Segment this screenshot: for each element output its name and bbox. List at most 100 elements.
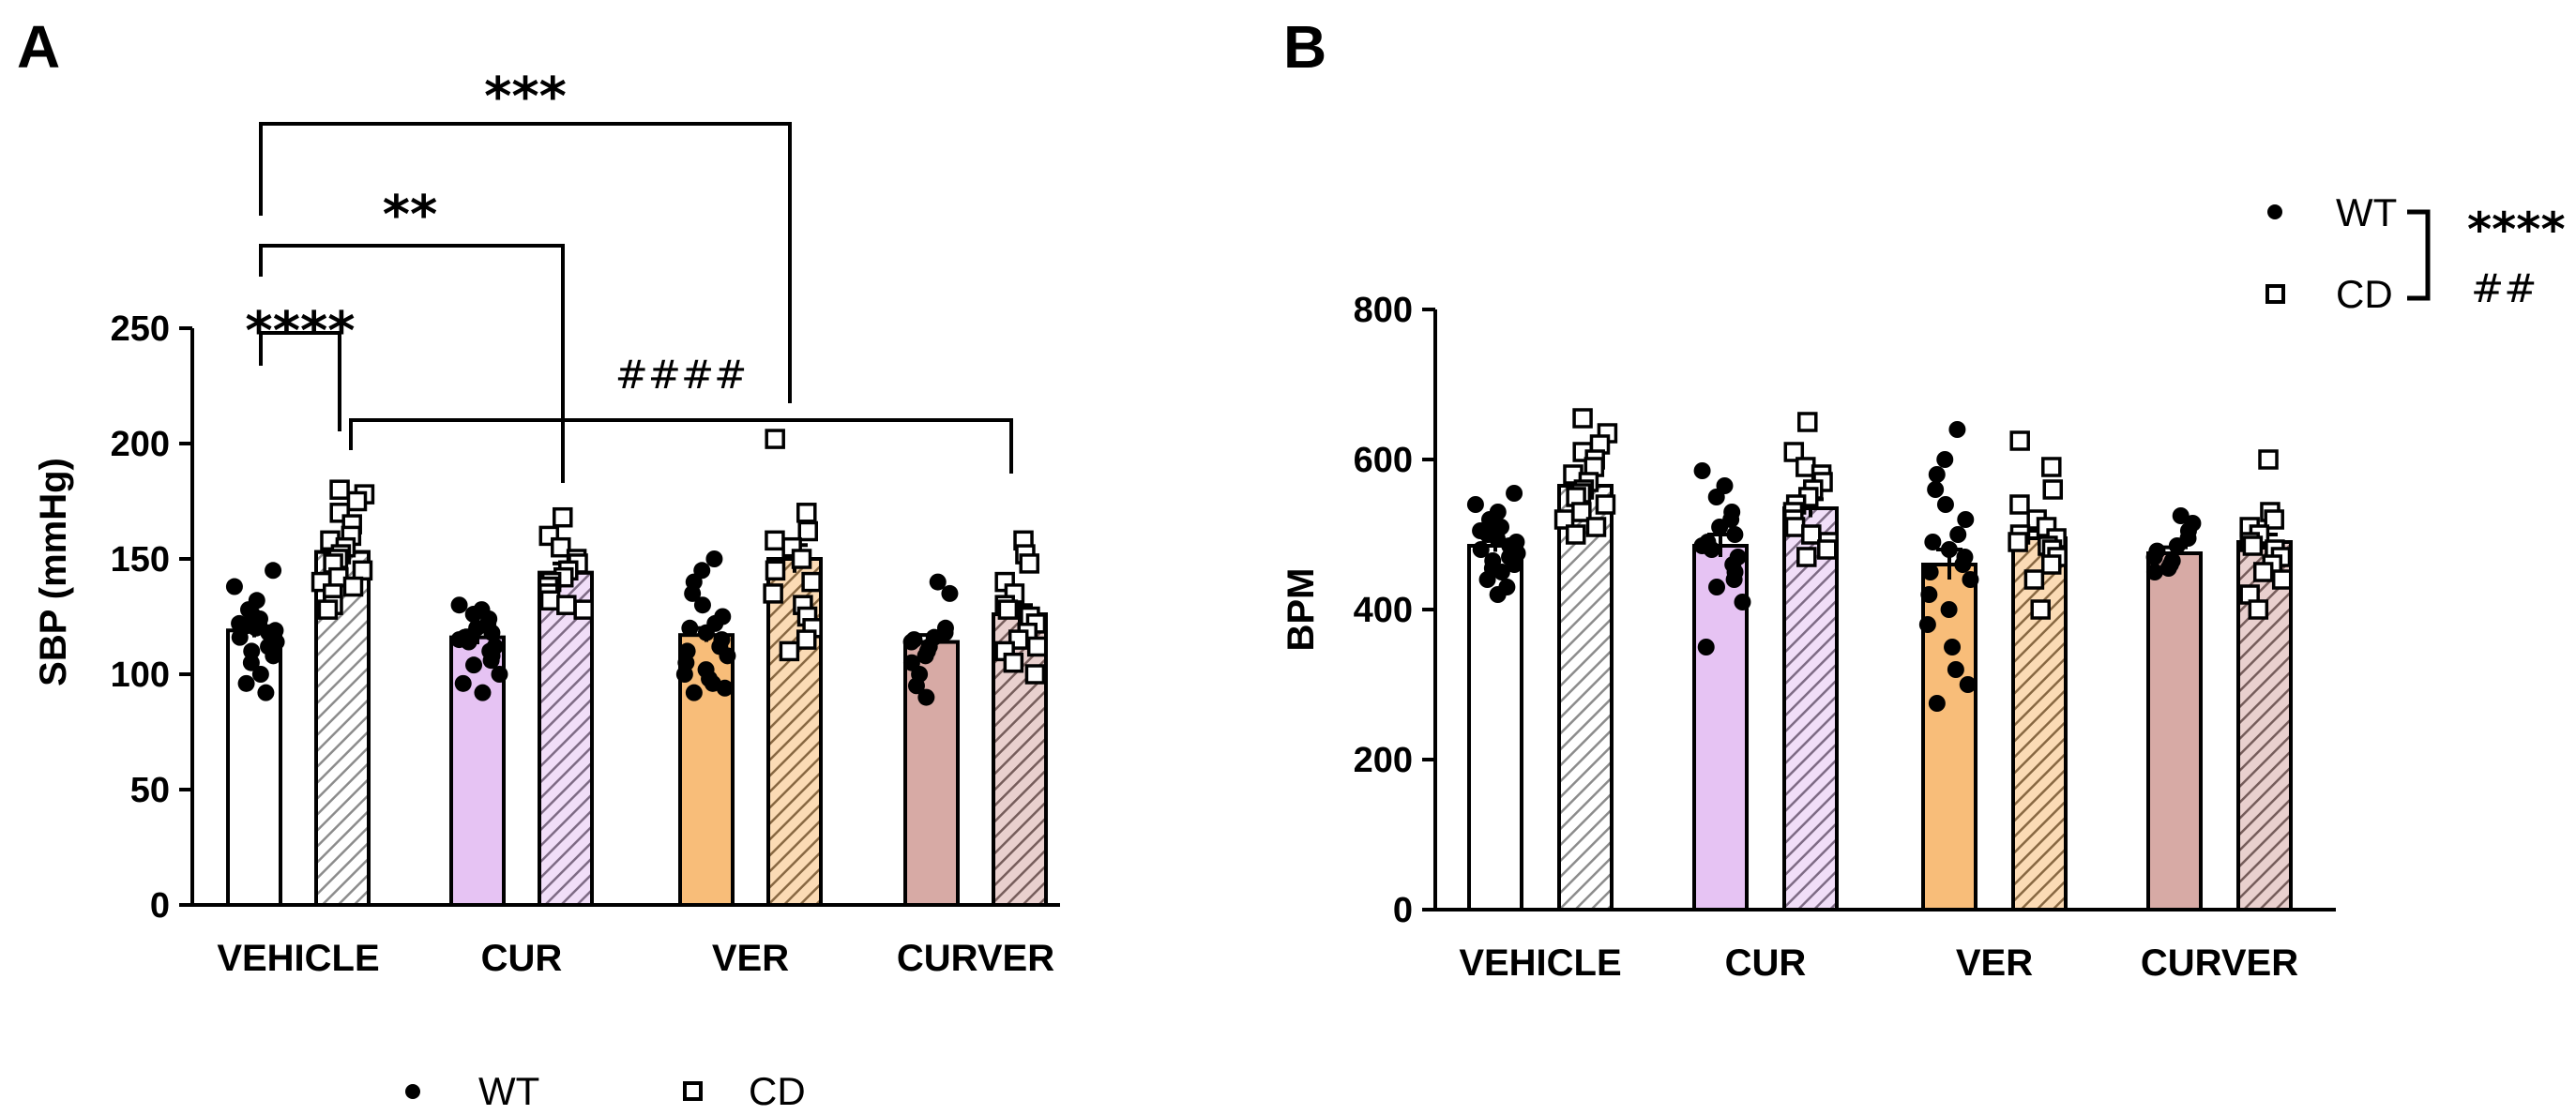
sig-vehicle-wt-vs-cur-cd: ** bbox=[383, 185, 438, 246]
panel-a-legend: WT CD bbox=[405, 1069, 806, 1113]
legend-bracket bbox=[2407, 209, 2431, 301]
data-point-cd bbox=[573, 599, 594, 620]
data-point-wt bbox=[265, 647, 282, 665]
data-point-wt bbox=[685, 684, 703, 701]
data-point-wt bbox=[1940, 541, 1958, 558]
y-tick-label: 400 bbox=[1354, 591, 1413, 630]
data-point-cd bbox=[997, 599, 1019, 620]
data-point-cd bbox=[791, 549, 812, 569]
data-point-cd bbox=[2008, 532, 2028, 552]
data-point-wt bbox=[1927, 481, 1945, 498]
data-point-wt bbox=[1928, 695, 1946, 712]
data-point-wt bbox=[1489, 586, 1507, 603]
data-point-wt bbox=[1920, 586, 1938, 603]
sig-vehicle-cd-vs-curver-cd: #### bbox=[615, 352, 748, 398]
data-point-cd bbox=[2042, 479, 2064, 500]
legend-wt-label: WT bbox=[478, 1069, 539, 1113]
data-point-wt bbox=[460, 633, 477, 651]
data-point-wt bbox=[1940, 601, 1958, 618]
sig-wt-vs-cd: **** bbox=[2467, 203, 2566, 257]
data-point-wt bbox=[1726, 526, 1744, 543]
data-point-wt bbox=[1493, 564, 1510, 580]
data-point-wt bbox=[697, 624, 715, 641]
y-tick-label: 100 bbox=[111, 655, 170, 695]
data-point-wt bbox=[941, 584, 959, 602]
data-point-cd bbox=[2041, 457, 2062, 477]
data-point-wt bbox=[1948, 421, 1966, 438]
data-point-wt bbox=[929, 573, 947, 591]
panel-a-significance: **** ** *** #### bbox=[245, 67, 1013, 483]
data-point-wt bbox=[2168, 537, 2186, 554]
data-point-wt bbox=[902, 633, 920, 651]
data-point-wt bbox=[454, 674, 472, 692]
data-point-wt bbox=[237, 674, 255, 692]
bar-vehicle-wt bbox=[1467, 544, 1523, 912]
data-point-cd bbox=[2023, 569, 2045, 590]
bracket-vehicle-wt-vs-cur-cd bbox=[259, 244, 565, 483]
data-point-cd bbox=[763, 583, 783, 604]
data-point-wt bbox=[1466, 496, 1484, 513]
data-point-wt bbox=[716, 679, 734, 697]
data-point-cd bbox=[342, 576, 364, 597]
data-point-cd bbox=[1797, 412, 1818, 432]
y-tick-label: 200 bbox=[111, 425, 170, 464]
data-point-wt bbox=[1944, 639, 1962, 655]
data-point-wt bbox=[1697, 639, 1715, 655]
x-category-label-curver: CURVER bbox=[2141, 942, 2298, 984]
x-category-label-cur: CUR bbox=[1725, 942, 1807, 984]
data-point-wt bbox=[1921, 564, 1939, 580]
data-point-cd bbox=[346, 490, 368, 512]
bar-tint-cur-cd bbox=[539, 572, 592, 905]
data-point-wt bbox=[1734, 594, 1751, 610]
bracket-vehicle-wt-vs-cd bbox=[259, 331, 341, 431]
x-category-label-cur: CUR bbox=[481, 938, 563, 979]
data-point-wt bbox=[1957, 511, 1975, 528]
y-tick-label: 0 bbox=[150, 886, 170, 926]
y-tick-label: 0 bbox=[1393, 891, 1413, 930]
panel-a-y-axis-title: SBP (mmHg) bbox=[33, 458, 74, 686]
bar-tint-vehicle-cd bbox=[1559, 486, 1612, 910]
data-point-wt bbox=[675, 666, 693, 683]
data-point-wt bbox=[917, 688, 935, 706]
legend-wt-marker bbox=[405, 1084, 420, 1099]
data-point-cd bbox=[2040, 554, 2062, 575]
data-point-wt bbox=[1708, 579, 1726, 595]
x-category-label-vehicle: VEHICLE bbox=[1459, 942, 1621, 984]
sig-wt-vs-cd-hash: ## bbox=[2471, 265, 2537, 311]
data-point-cd bbox=[779, 640, 800, 662]
data-point-wt bbox=[2145, 549, 2163, 565]
y-tick-label: 250 bbox=[111, 309, 170, 349]
data-point-wt bbox=[242, 654, 260, 671]
data-point-cd bbox=[796, 629, 817, 650]
legend-cd-label: CD bbox=[749, 1069, 806, 1113]
data-point-wt bbox=[684, 584, 702, 602]
panel-b-y-axis-title: BPM bbox=[1280, 568, 1322, 652]
data-point-wt bbox=[1506, 485, 1523, 502]
data-point-wt bbox=[705, 550, 723, 567]
data-point-cd bbox=[1019, 553, 1039, 574]
data-point-wt bbox=[251, 666, 269, 683]
data-point-wt bbox=[1711, 519, 1729, 535]
data-point-wt bbox=[231, 628, 249, 646]
x-category-label-vehicle: VEHICLE bbox=[217, 938, 379, 979]
data-point-cd bbox=[2009, 430, 2030, 451]
data-point-wt bbox=[225, 578, 243, 595]
data-point-wt bbox=[2145, 564, 2163, 580]
data-point-wt bbox=[257, 684, 275, 701]
data-point-wt bbox=[1959, 676, 1977, 693]
data-point-wt bbox=[1703, 541, 1720, 558]
data-point-wt bbox=[1488, 530, 1506, 547]
data-point-wt bbox=[450, 596, 468, 614]
data-point-cd bbox=[2264, 509, 2284, 530]
data-point-wt bbox=[482, 652, 500, 670]
data-point-cd bbox=[1024, 664, 1046, 685]
data-point-cd bbox=[1553, 509, 1575, 530]
data-point-wt bbox=[1918, 616, 1936, 633]
data-point-cd bbox=[553, 506, 573, 528]
data-point-wt bbox=[917, 647, 934, 665]
data-point-cd bbox=[765, 560, 786, 581]
data-point-wt bbox=[693, 596, 711, 614]
x-category-label-ver: VER bbox=[712, 938, 789, 979]
data-point-wt bbox=[1506, 556, 1523, 573]
